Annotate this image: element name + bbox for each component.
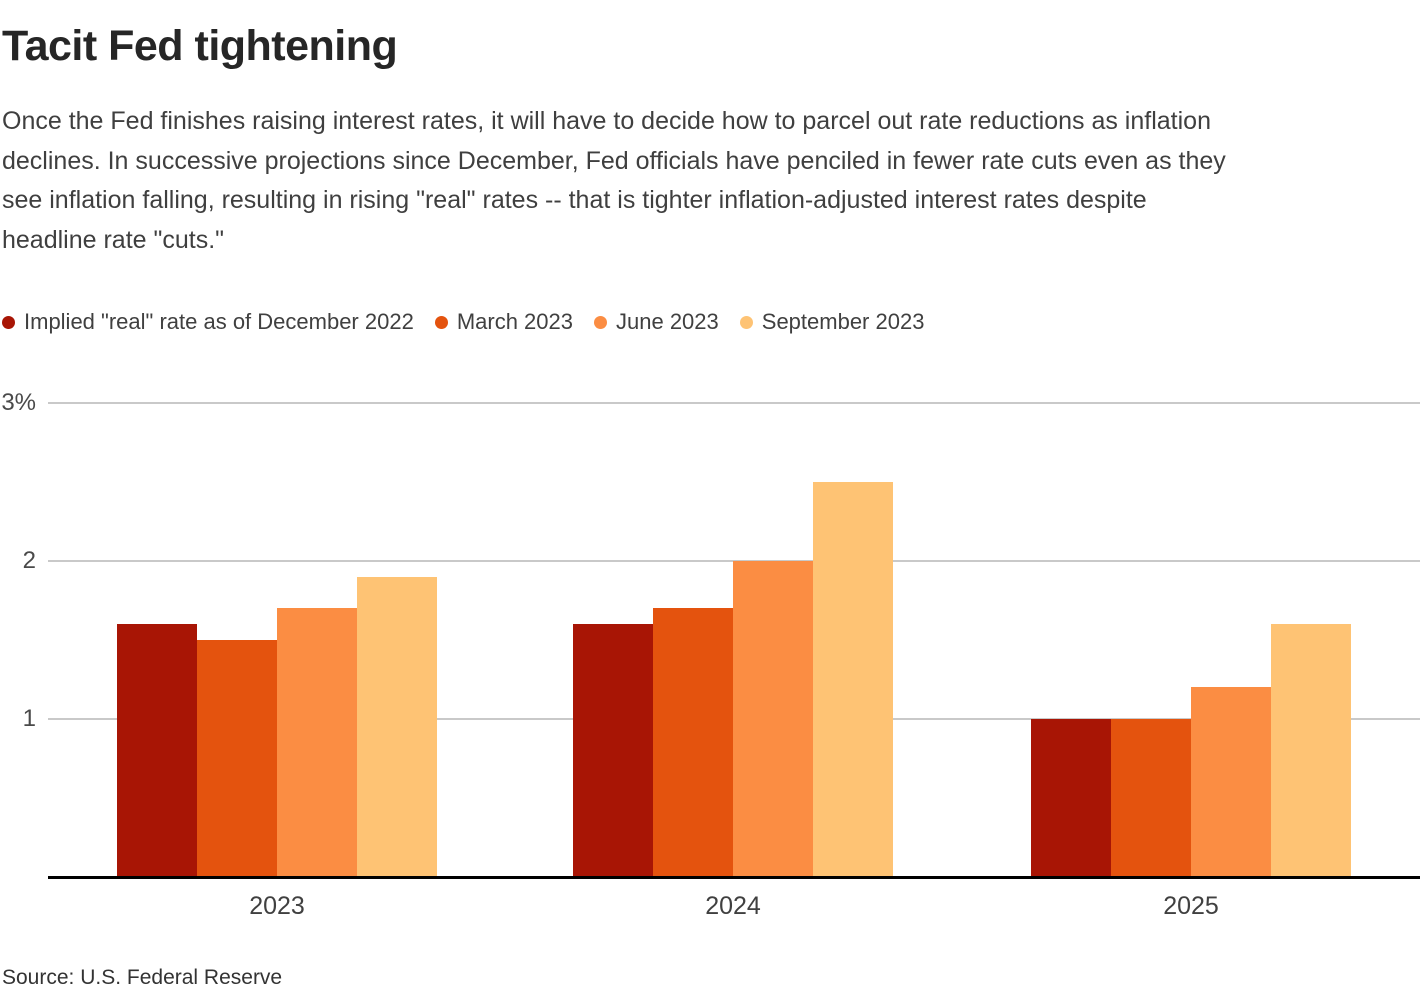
bar-series1-2024: [573, 624, 653, 877]
bar-series4-2024: [813, 482, 893, 877]
x-tick-label-2023: 2023: [249, 892, 305, 920]
description-line: headline rate "cuts.": [2, 225, 225, 254]
legend-dot-icon: [2, 315, 15, 329]
description-line: see inflation falling, resulting in risi…: [2, 186, 1147, 214]
bar-series2-2024: [653, 608, 733, 877]
source-note: Source: U.S. Federal Reserve: [2, 966, 283, 989]
legend-label: Implied "real" rate as of December 2022: [24, 309, 414, 334]
description-line: Once the Fed finishes raising interest r…: [2, 107, 1211, 135]
y-tick-label: 2: [22, 547, 36, 574]
legend-label: June 2023: [616, 309, 719, 334]
legend-item-series3: June 2023: [594, 309, 719, 335]
legend-item-series1: Implied "real" rate as of December 2022: [2, 309, 414, 335]
bar-series1-2023: [117, 624, 197, 877]
bar-series4-2025: [1271, 624, 1351, 877]
x-tick-label-2025: 2025: [1163, 892, 1219, 920]
legend-label: September 2023: [761, 309, 925, 334]
bar-series1-2025: [1031, 719, 1111, 877]
legend-dot-icon: [594, 315, 607, 329]
gridline-3: [48, 402, 1420, 404]
y-tick-label: 3%: [1, 389, 36, 416]
legend-label: March 2023: [456, 309, 573, 334]
x-axis-line: [48, 876, 1420, 879]
description-line: declines. In successive projections sinc…: [2, 146, 1226, 175]
legend: Implied "real" rate as of December 2022 M…: [2, 308, 924, 336]
legend-item-series2: March 2023: [434, 309, 573, 335]
bar-series4-2023: [357, 577, 437, 877]
bar-series2-2025: [1111, 719, 1191, 877]
x-tick-label-2024: 2024: [705, 892, 761, 920]
bar-series3-2023: [277, 608, 357, 877]
bar-series3-2025: [1191, 687, 1271, 877]
y-tick-label: 1: [22, 705, 36, 732]
bar-series3-2024: [733, 561, 813, 877]
legend-dot-icon: [434, 315, 448, 329]
bar-series2-2023: [197, 640, 277, 877]
legend-dot-icon: [739, 315, 753, 329]
chart-title: Tacit Fed tightening: [2, 22, 398, 70]
legend-item-series4: September 2023: [739, 309, 925, 335]
chart-description: Once the Fed finishes raising interest r…: [2, 102, 1226, 260]
